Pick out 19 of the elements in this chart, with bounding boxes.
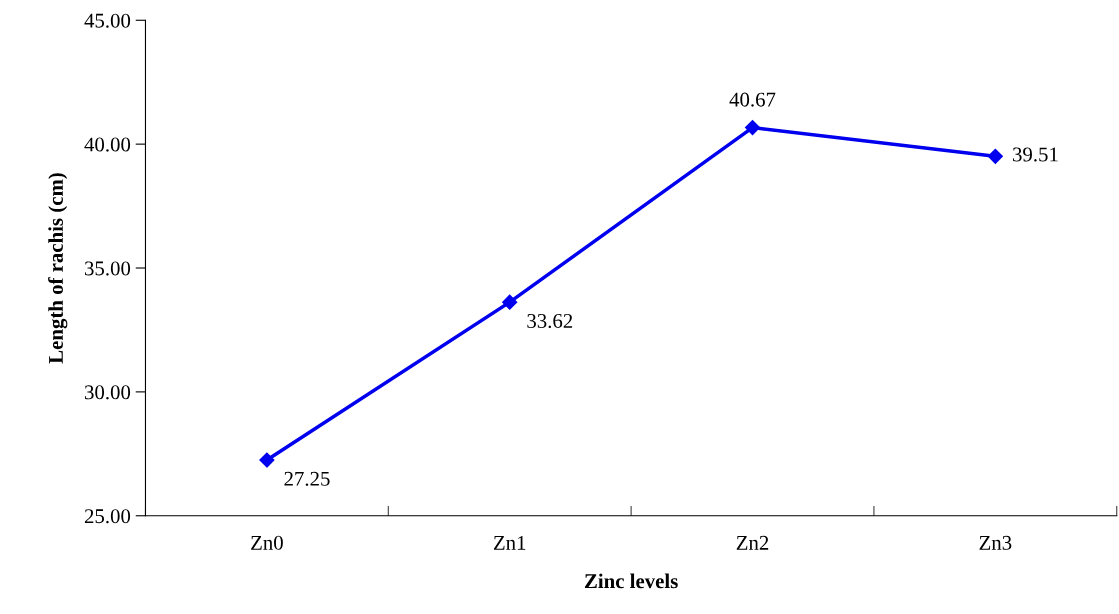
- x-tick-label: Zn1: [493, 535, 526, 550]
- y-tick-label: 35.00: [85, 261, 131, 276]
- y-tick-label: 25.00: [84, 509, 131, 524]
- data-label: 40.67: [729, 92, 776, 107]
- y-tick-label: 45.00: [84, 13, 131, 28]
- x-tick-label: Zn2: [736, 535, 769, 550]
- y-tick-label: 40.00: [84, 137, 131, 152]
- data-label: 27.25: [284, 471, 330, 486]
- point: [502, 294, 518, 310]
- data-label: 33.62: [527, 313, 573, 329]
- y-tick-label: 30.00: [85, 385, 131, 400]
- point: [259, 452, 275, 468]
- x-axis-title: Zinc levels: [584, 573, 678, 589]
- point: [987, 148, 1003, 164]
- y-axis-title: Length of rachis (cm): [48, 173, 68, 364]
- x-tick-label: Zn0: [251, 535, 283, 550]
- point: [744, 119, 761, 136]
- data-label: 39.51: [1013, 147, 1058, 162]
- x-tick-label: Zn3: [979, 535, 1012, 550]
